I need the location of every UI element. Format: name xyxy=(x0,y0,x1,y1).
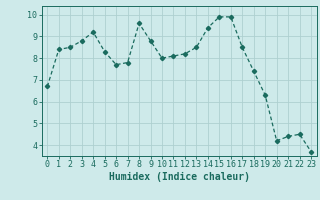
X-axis label: Humidex (Indice chaleur): Humidex (Indice chaleur) xyxy=(109,172,250,182)
